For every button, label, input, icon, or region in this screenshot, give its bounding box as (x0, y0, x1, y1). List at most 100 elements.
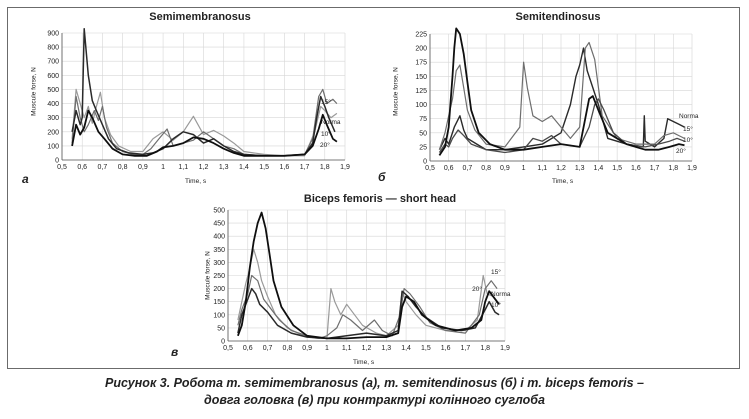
panel-c-xtick-label: 0,7 (263, 345, 273, 352)
panel-a-series-label: 15° (321, 98, 331, 106)
panel-b-xtick-label: 1,1 (537, 165, 547, 172)
panel-b-xtick-label: 1 (522, 165, 526, 172)
panel-a-xtick-label: 0,8 (118, 164, 128, 171)
panel-a-title: Semimembranosus (149, 11, 251, 23)
panel-c-ytick-label: 500 (213, 208, 225, 215)
panel-b-ytick-label: 200 (415, 46, 427, 53)
panel-c-xtick-label: 1,5 (421, 345, 431, 352)
panel-b-xlabel: Time, s (552, 178, 574, 185)
panel-c-label: в (171, 345, 179, 359)
panel-a-series-line (71, 88, 338, 157)
panel-c-xtick-label: 1,9 (500, 345, 510, 352)
panel-a-ytick-label: 500 (47, 87, 59, 94)
panel-c-ytick-label: 250 (213, 273, 225, 280)
panel-c-xtick-label: 1 (325, 345, 329, 352)
panel-a-ytick-label: 800 (47, 45, 59, 52)
panel-b-series-label: 20° (676, 147, 686, 155)
panel-c-xtick-label: 1,4 (401, 345, 411, 352)
panel-c-xtick-label: 0,9 (302, 345, 312, 352)
panel-a-ytick-label: 300 (47, 115, 59, 122)
panel-b-xtick-label: 1,2 (556, 165, 566, 172)
panel-b-xtick-label: 1,9 (687, 165, 697, 172)
panel-c-ytick-label: 350 (213, 247, 225, 254)
panel-c-ytick-label: 100 (213, 312, 225, 319)
panel-c-series-line (237, 274, 498, 339)
panel-a-ytick-label: 100 (47, 143, 59, 150)
panel-a-series-line (71, 28, 336, 157)
panel-b-series-line (438, 47, 685, 151)
panel-a-xtick-label: 1,2 (199, 164, 209, 171)
panel-a-series-label: 20° (320, 141, 330, 149)
panel-c-title: Biceps femoris — short head (303, 193, 457, 205)
panel-b-ytick-label: 175 (415, 60, 427, 67)
panel-b-ytick-label: 100 (415, 102, 427, 109)
panel-a-ytick-label: 700 (47, 59, 59, 66)
panel-b-ytick-label: 225 (415, 32, 427, 39)
panel-a-xtick-label: 0,7 (98, 164, 108, 171)
panel-a-ytick-label: 400 (47, 101, 59, 108)
panel-b-xtick-label: 0,5 (425, 165, 435, 172)
panel-b-ytick-label: 150 (415, 74, 427, 81)
panel-a-ytick-label: 900 (47, 31, 59, 38)
panel-b-ytick-label: 0 (423, 159, 427, 166)
panel-c-xtick-label: 1,1 (342, 345, 352, 352)
panel-b-xtick-label: 0,9 (500, 165, 510, 172)
panel-b-series-line (438, 41, 685, 150)
panel-c-ytick-label: 200 (213, 286, 225, 293)
panel-c-xtick-label: 1,6 (441, 345, 451, 352)
panel-a-xlabel: Time, s (185, 178, 207, 185)
panel-a-ytick-label: 0 (55, 158, 59, 165)
panel-a-series-label: 10° (321, 130, 331, 138)
panel-b-ytick-label: 125 (415, 88, 427, 95)
panel-b-xtick-label: 1,3 (575, 165, 585, 172)
panel-c-xtick-label: 0,6 (243, 345, 253, 352)
panel-a-ytick-label: 200 (47, 129, 59, 136)
figure-caption-line2: довга головка (в) при контрактурі колінн… (204, 393, 545, 407)
panel-b-xtick-label: 1,4 (594, 165, 604, 172)
panel-c-xlabel: Time, s (353, 359, 375, 366)
panel-b-label: б (378, 170, 386, 184)
panel-a-series-line (71, 109, 338, 157)
panel-a-label: а (22, 172, 29, 186)
figure-frame (7, 7, 740, 369)
panel-c-series-line (237, 287, 500, 340)
panel-b-xtick-label: 0,8 (481, 165, 491, 172)
panel-a-xtick-label: 0,6 (77, 164, 87, 171)
panel-b-xtick-label: 1,6 (631, 165, 641, 172)
panel-a-xtick-label: 1,5 (259, 164, 269, 171)
panel-a-xtick-label: 1,7 (300, 164, 310, 171)
panel-b-series-label: 10° (683, 136, 693, 144)
panel-c-xtick-label: 1,7 (461, 345, 471, 352)
panel-b-ytick-label: 50 (419, 130, 427, 137)
panel-c-ytick-label: 400 (213, 234, 225, 241)
panel-c-series-label: Norma (491, 291, 511, 298)
panel-b-xtick-label: 1,8 (668, 165, 678, 172)
panel-b-series-line (438, 98, 685, 154)
panel-b-ytick-label: 25 (419, 144, 427, 151)
panel-b-series-line (438, 27, 685, 156)
panel-a-xtick-label: 1,1 (178, 164, 188, 171)
panel-c-series-label: 20° (472, 285, 482, 293)
panel-b-ytick-label: 75 (419, 116, 427, 123)
panel-c-series-label: 10° (491, 301, 501, 309)
panel-a-xtick-label: 1,6 (279, 164, 289, 171)
panel-a-xtick-label: 0,9 (138, 164, 148, 171)
panel-a-xtick-label: 1,3 (219, 164, 229, 171)
panel-a-xtick-label: 0,5 (57, 164, 67, 171)
panel-c-ytick-label: 450 (213, 221, 225, 228)
panel-b-series-label: 15° (683, 125, 693, 133)
panel-c-xtick-label: 0,5 (223, 345, 233, 352)
panel-b-series-label: Norma (679, 113, 699, 120)
panel-a-xtick-label: 1,9 (340, 164, 350, 171)
panel-c-ytick-label: 0 (221, 339, 225, 346)
panel-c-series-label: 15° (491, 268, 501, 276)
panel-c-xtick-label: 0,8 (282, 345, 292, 352)
panel-a-xtick-label: 1 (161, 164, 165, 171)
panel-c-xtick-label: 1,8 (480, 345, 490, 352)
panel-b-xtick-label: 0,7 (463, 165, 473, 172)
panel-a-xtick-label: 1,8 (320, 164, 330, 171)
panel-b-xtick-label: 0,6 (444, 165, 454, 172)
panel-c-ytick-label: 300 (213, 260, 225, 267)
figure-caption-line1: Рисунок 3. Робота m. semimembranosus (а)… (105, 376, 644, 390)
